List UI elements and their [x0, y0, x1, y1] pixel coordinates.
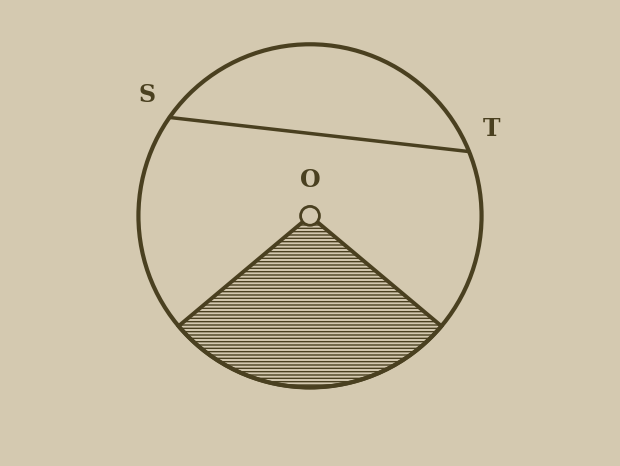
Text: T: T	[483, 117, 500, 141]
Circle shape	[301, 206, 319, 225]
Text: S: S	[139, 83, 156, 107]
Text: O: O	[299, 168, 321, 192]
